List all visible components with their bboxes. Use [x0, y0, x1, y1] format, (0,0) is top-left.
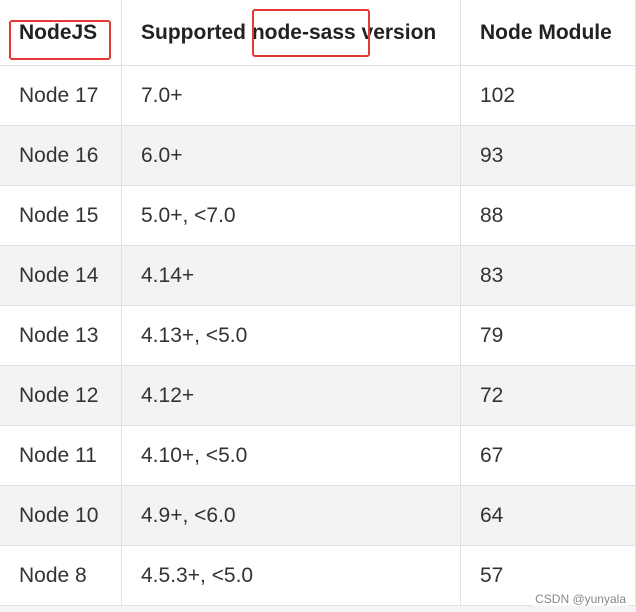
table-cell: Node 17 — [0, 66, 122, 126]
header-cell: Node Module — [461, 0, 636, 66]
table-cell: Node 15 — [0, 186, 122, 246]
table-cell: 4.9+, <6.0 — [122, 486, 461, 546]
next-row-edge — [0, 606, 636, 612]
table-cell: Node 12 — [0, 366, 122, 426]
table-cell: Node 13 — [0, 306, 122, 366]
table-cell: Node 8 — [0, 546, 122, 606]
table-cell: 7.0+ — [122, 66, 461, 126]
table-cell: 72 — [461, 366, 636, 426]
table-cell: Node 10 — [0, 486, 122, 546]
table-cell: 4.10+, <5.0 — [122, 426, 461, 486]
header-cell: NodeJS — [0, 0, 122, 66]
table-cell: 67 — [461, 426, 636, 486]
table-cell: 4.5.3+, <5.0 — [122, 546, 461, 606]
table-cell: 79 — [461, 306, 636, 366]
table-cell: 4.12+ — [122, 366, 461, 426]
table-cell: 4.14+ — [122, 246, 461, 306]
table-cell: 102 — [461, 66, 636, 126]
table-cell: 64 — [461, 486, 636, 546]
table-cell: 93 — [461, 126, 636, 186]
header-cell: Supported node-sass version — [122, 0, 461, 66]
table-cell: 88 — [461, 186, 636, 246]
table-cell: 6.0+ — [122, 126, 461, 186]
table-cell: Node 16 — [0, 126, 122, 186]
table-cell: Node 14 — [0, 246, 122, 306]
table-cell: 5.0+, <7.0 — [122, 186, 461, 246]
table-cell: 4.13+, <5.0 — [122, 306, 461, 366]
watermark: CSDN @yunyala — [533, 592, 628, 606]
table-cell: Node 11 — [0, 426, 122, 486]
table-cell: 83 — [461, 246, 636, 306]
